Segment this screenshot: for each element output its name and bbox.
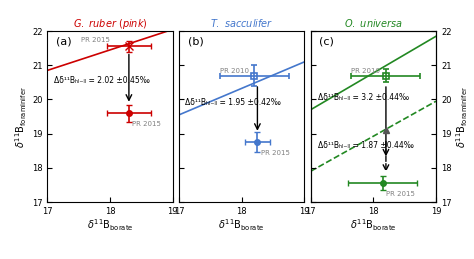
X-axis label: $\delta^{11}$B$_{\rm borate}$: $\delta^{11}$B$_{\rm borate}$ (87, 217, 133, 233)
Y-axis label: $\delta^{11}$B$_{\rm foraminifer}$: $\delta^{11}$B$_{\rm foraminifer}$ (14, 85, 29, 148)
Title: $\it{G.\ ruber\ (pink)}$: $\it{G.\ ruber\ (pink)}$ (73, 17, 147, 31)
Text: PR 2010: PR 2010 (220, 68, 249, 74)
Title: $\it{O.\ universa}$: $\it{O.\ universa}$ (344, 17, 403, 29)
X-axis label: $\delta^{11}$B$_{\rm borate}$: $\delta^{11}$B$_{\rm borate}$ (350, 217, 397, 233)
Text: (c): (c) (319, 36, 334, 46)
Title: $\it{T.\ sacculifer}$: $\it{T.\ sacculifer}$ (210, 17, 273, 29)
Text: Δδ¹¹Bₕₗ₋ₗₗ = 1.87 ±0.44‰: Δδ¹¹Bₕₗ₋ₗₗ = 1.87 ±0.44‰ (318, 141, 414, 150)
Text: (a): (a) (56, 36, 72, 46)
Text: (b): (b) (188, 36, 203, 46)
Y-axis label: $\delta^{11}$B$_{\rm foraminifer}$: $\delta^{11}$B$_{\rm foraminifer}$ (455, 85, 470, 148)
X-axis label: $\delta^{11}$B$_{\rm borate}$: $\delta^{11}$B$_{\rm borate}$ (219, 217, 265, 233)
Text: PR 2015: PR 2015 (81, 37, 110, 43)
Text: PR 2015: PR 2015 (132, 121, 161, 127)
Text: PR 2015: PR 2015 (386, 191, 415, 197)
Text: PR 2010: PR 2010 (351, 68, 381, 74)
Text: Δδ¹¹Bₕₗ₋ₗₗ = 2.02 ±0.45‰: Δδ¹¹Bₕₗ₋ₗₗ = 2.02 ±0.45‰ (54, 76, 149, 85)
Text: Δδ¹¹Bₕₗ₋ₗₗ = 1.95 ±0.42‰: Δδ¹¹Bₕₗ₋ₗₗ = 1.95 ±0.42‰ (185, 98, 281, 107)
Text: PR 2015: PR 2015 (261, 150, 290, 156)
Text: Δδ¹¹Bₕₗ₋ₗₗ = 3.2 ±0.44‰: Δδ¹¹Bₕₗ₋ₗₗ = 3.2 ±0.44‰ (318, 93, 410, 102)
